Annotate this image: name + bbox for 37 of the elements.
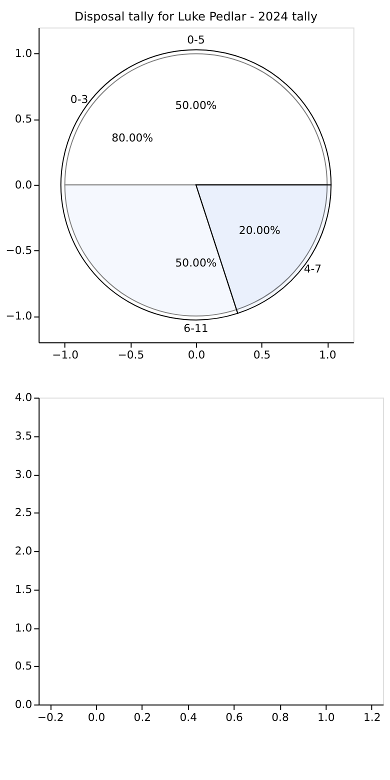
y-tick-label: 1.5: [14, 582, 32, 596]
x-tick-label: −0.5: [118, 348, 144, 362]
y-tick-label: 0.0: [14, 698, 32, 711]
data-label: 50.00%: [175, 256, 217, 270]
slice-label: 0-3: [70, 93, 88, 106]
x-tick-label: 0.6: [226, 710, 244, 724]
y-tick-label: 2.5: [14, 506, 32, 520]
x-tick-label: 1.0: [318, 348, 336, 362]
slice-label: 0-5: [187, 34, 205, 47]
y-tick-label: 2.0: [14, 544, 32, 558]
y-tick-label: −1.0: [6, 309, 32, 322]
x-tick-label: 0.8: [272, 710, 289, 724]
x-tick-label: 1.0: [318, 710, 335, 724]
x-tick-label: −1.0: [52, 348, 79, 362]
y-tick-label: 4.0: [14, 391, 32, 404]
y-tick-label: 0.5: [14, 660, 32, 673]
pie-slice: [60, 49, 332, 320]
x-tick-label: 0.0: [88, 710, 106, 724]
slice-label: 4-7: [304, 262, 322, 276]
y-tick-label: −0.5: [6, 244, 32, 257]
x-tick-label: 0.0: [188, 348, 206, 362]
x-tick-label: 0.4: [180, 710, 198, 724]
chart-title: Disposal tally for Luke Pedlar - 2024 tally: [74, 10, 318, 24]
y-tick-label: 3.5: [14, 429, 32, 442]
x-tick-label: 0.5: [253, 348, 271, 362]
data-label: 80.00%: [112, 132, 154, 145]
data-label: 50.00%: [175, 99, 217, 112]
data-label: 20.00%: [238, 224, 280, 238]
y-tick-label: 3.0: [14, 468, 32, 481]
slice-label: 6-11: [184, 322, 208, 336]
x-tick-label: −0.2: [37, 710, 64, 724]
y-tick-label: 0.0: [14, 178, 32, 192]
y-tick-label: 1.0: [14, 621, 32, 634]
x-tick-label: 1.2: [363, 710, 381, 724]
y-tick-label: 0.5: [14, 112, 32, 126]
y-tick-label: 1.0: [14, 47, 32, 60]
x-tick-label: 0.2: [134, 710, 152, 724]
